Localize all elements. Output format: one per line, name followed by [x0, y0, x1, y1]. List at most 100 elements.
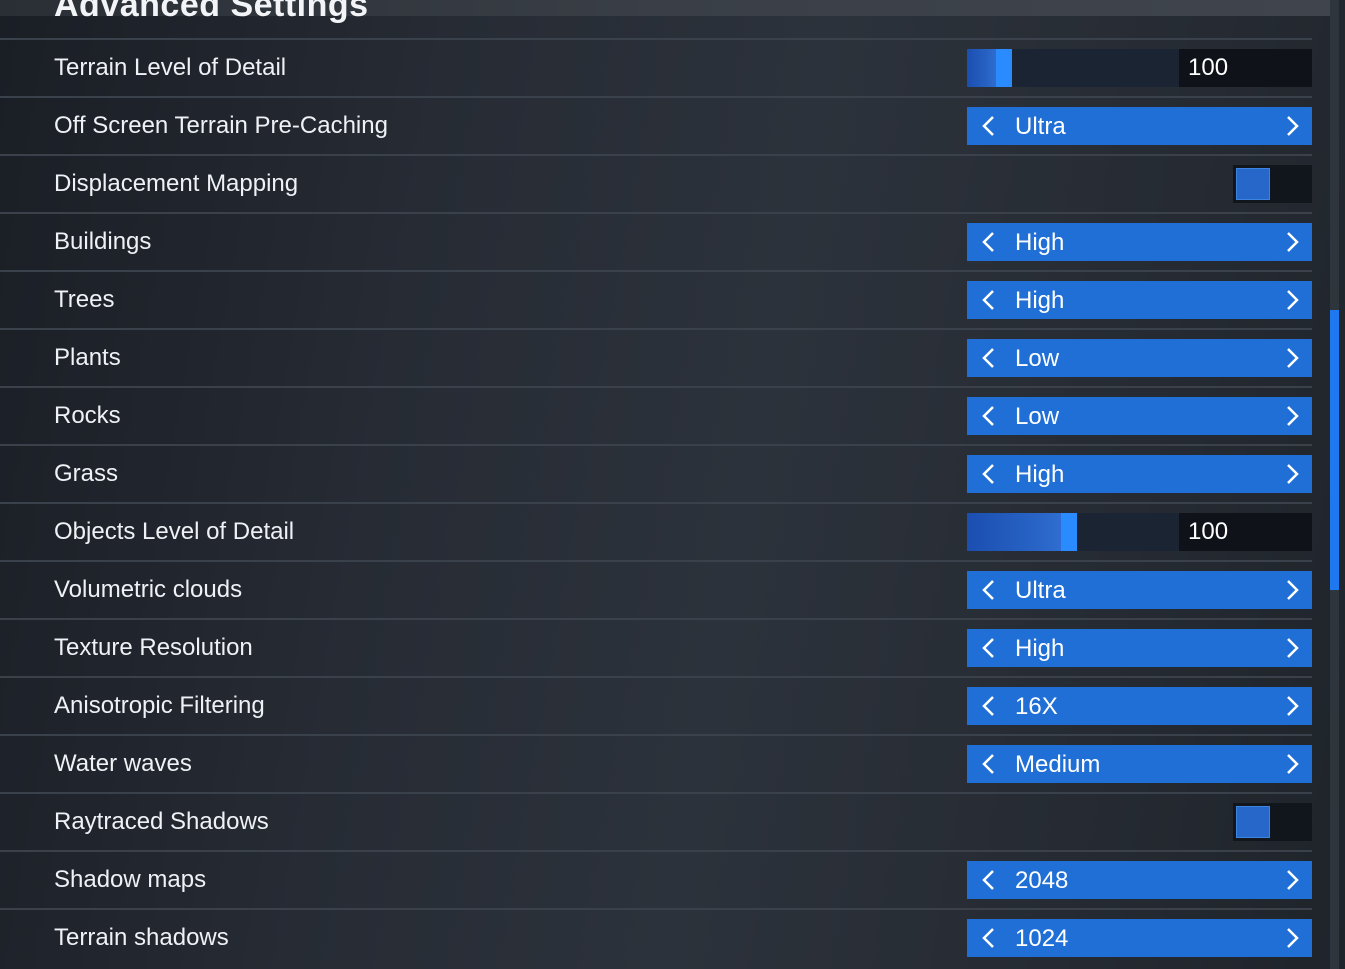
- chevron-left-icon[interactable]: [971, 745, 1007, 783]
- value-slider[interactable]: 100: [967, 49, 1312, 87]
- option-selector[interactable]: Low: [967, 339, 1312, 377]
- chevron-right-icon[interactable]: [1274, 745, 1310, 783]
- setting-label: Water waves: [54, 750, 192, 777]
- option-selector[interactable]: 2048: [967, 861, 1312, 899]
- setting-row: Rocks Low: [0, 388, 1312, 446]
- value-slider[interactable]: 100: [967, 513, 1312, 551]
- slider-track[interactable]: [967, 49, 1179, 87]
- setting-row: Raytraced Shadows: [0, 794, 1312, 852]
- option-selector[interactable]: High: [967, 223, 1312, 261]
- chevron-right-icon[interactable]: [1274, 861, 1310, 899]
- chevron-right-icon[interactable]: [1274, 397, 1310, 435]
- setting-row: Displacement Mapping: [0, 156, 1312, 214]
- setting-row: Off Screen Terrain Pre-Caching Ultra: [0, 98, 1312, 156]
- selector-value: High: [1015, 229, 1065, 256]
- chevron-left-icon[interactable]: [971, 223, 1007, 261]
- toggle-knob: [1236, 806, 1270, 838]
- setting-label: Anisotropic Filtering: [54, 692, 265, 719]
- option-selector[interactable]: High: [967, 455, 1312, 493]
- chevron-right-icon[interactable]: [1274, 687, 1310, 725]
- option-selector[interactable]: High: [967, 281, 1312, 319]
- chevron-left-icon[interactable]: [971, 919, 1007, 957]
- setting-label: Texture Resolution: [54, 634, 253, 661]
- chevron-left-icon[interactable]: [971, 571, 1007, 609]
- setting-label: Buildings: [54, 228, 152, 255]
- chevron-right-icon[interactable]: [1274, 223, 1310, 261]
- setting-row: Terrain shadows 1024: [0, 910, 1312, 968]
- slider-fill: [967, 49, 996, 87]
- setting-label: Terrain Level of Detail: [54, 54, 287, 81]
- selector-value: High: [1015, 635, 1065, 662]
- chevron-left-icon[interactable]: [971, 629, 1007, 667]
- setting-row: Plants Low: [0, 330, 1312, 388]
- section-title: Advanced Settings: [54, 0, 369, 24]
- slider-thumb[interactable]: [996, 49, 1012, 87]
- chevron-left-icon[interactable]: [971, 687, 1007, 725]
- setting-label: Volumetric clouds: [54, 576, 243, 603]
- setting-row: Terrain Level of Detail 100: [0, 40, 1312, 98]
- setting-label: Objects Level of Detail: [54, 518, 295, 545]
- chevron-left-icon[interactable]: [971, 397, 1007, 435]
- setting-row: Anisotropic Filtering 16X: [0, 678, 1312, 736]
- selector-value: Ultra: [1015, 113, 1066, 140]
- slider-value[interactable]: 100: [1179, 513, 1312, 551]
- scrollbar[interactable]: [1330, 0, 1339, 969]
- top-strip: [0, 0, 1330, 16]
- setting-row: Water waves Medium: [0, 736, 1312, 794]
- option-selector[interactable]: Ultra: [967, 571, 1312, 609]
- selector-value: Medium: [1015, 751, 1101, 778]
- slider-value[interactable]: 100: [1179, 49, 1312, 87]
- option-selector[interactable]: Ultra: [967, 107, 1312, 145]
- divider: [0, 38, 1312, 40]
- chevron-right-icon[interactable]: [1274, 339, 1310, 377]
- chevron-left-icon[interactable]: [971, 339, 1007, 377]
- slider-fill: [967, 513, 1061, 551]
- setting-label: Displacement Mapping: [54, 170, 299, 197]
- setting-row: Objects Level of Detail 100: [0, 504, 1312, 562]
- selector-value: Low: [1015, 403, 1060, 430]
- selector-value: 2048: [1015, 867, 1069, 894]
- setting-label: Raytraced Shadows: [54, 808, 269, 835]
- chevron-right-icon[interactable]: [1274, 919, 1310, 957]
- chevron-right-icon[interactable]: [1274, 455, 1310, 493]
- selector-value: High: [1015, 461, 1065, 488]
- chevron-right-icon[interactable]: [1274, 281, 1310, 319]
- setting-row: Shadow maps 2048: [0, 852, 1312, 910]
- setting-row: Buildings High: [0, 214, 1312, 272]
- chevron-left-icon[interactable]: [971, 107, 1007, 145]
- option-selector[interactable]: 1024: [967, 919, 1312, 957]
- option-selector[interactable]: 16X: [967, 687, 1312, 725]
- chevron-left-icon[interactable]: [971, 861, 1007, 899]
- chevron-right-icon[interactable]: [1274, 107, 1310, 145]
- option-selector[interactable]: Low: [967, 397, 1312, 435]
- setting-label: Shadow maps: [54, 866, 207, 893]
- chevron-right-icon[interactable]: [1274, 629, 1310, 667]
- setting-row: Grass High: [0, 446, 1312, 504]
- setting-label: Plants: [54, 344, 121, 371]
- slider-track[interactable]: [967, 513, 1179, 551]
- toggle-knob: [1236, 168, 1270, 200]
- selector-value: 16X: [1015, 693, 1058, 720]
- setting-label: Terrain shadows: [54, 924, 229, 951]
- setting-row: Volumetric clouds Ultra: [0, 562, 1312, 620]
- selector-value: Ultra: [1015, 577, 1066, 604]
- slider-thumb[interactable]: [1061, 513, 1077, 551]
- chevron-left-icon[interactable]: [971, 455, 1007, 493]
- selector-value: 1024: [1015, 925, 1069, 952]
- scrollbar-thumb[interactable]: [1330, 310, 1339, 590]
- setting-label: Rocks: [54, 402, 121, 429]
- toggle-switch[interactable]: [1233, 803, 1312, 841]
- selector-value: Low: [1015, 345, 1060, 372]
- setting-row: Trees High: [0, 272, 1312, 330]
- setting-label: Off Screen Terrain Pre-Caching: [54, 112, 388, 139]
- setting-row: Texture Resolution High: [0, 620, 1312, 678]
- option-selector[interactable]: High: [967, 629, 1312, 667]
- toggle-switch[interactable]: [1233, 165, 1312, 203]
- chevron-left-icon[interactable]: [971, 281, 1007, 319]
- option-selector[interactable]: Medium: [967, 745, 1312, 783]
- setting-label: Trees: [54, 286, 115, 313]
- selector-value: High: [1015, 287, 1065, 314]
- chevron-right-icon[interactable]: [1274, 571, 1310, 609]
- setting-label: Grass: [54, 460, 119, 487]
